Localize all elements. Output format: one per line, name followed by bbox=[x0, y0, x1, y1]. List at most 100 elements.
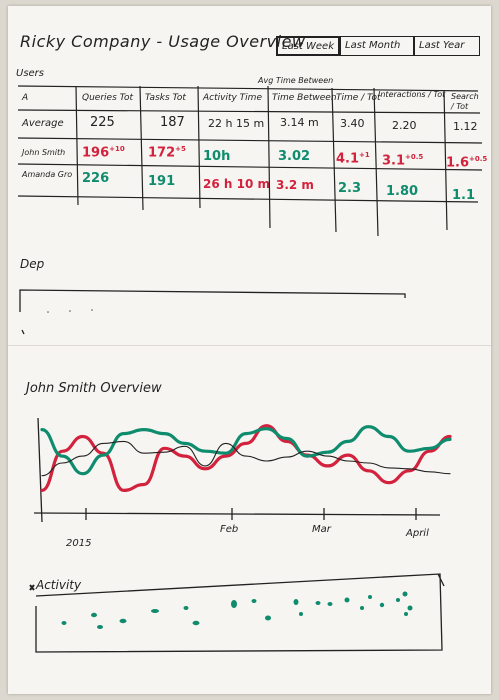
activity-dot bbox=[265, 615, 271, 621]
average-tasks: 187 bbox=[160, 115, 185, 130]
column-header-activity-time: Activity Time bbox=[203, 93, 262, 103]
tab-last-month[interactable]: Last Month bbox=[340, 36, 414, 56]
column-header-name: A bbox=[22, 93, 29, 103]
column-header-time-between: Time Between bbox=[272, 93, 337, 103]
dep-bracket bbox=[19, 289, 406, 335]
activity-dot bbox=[315, 601, 321, 605]
column-header-search: Search / Tot bbox=[451, 92, 479, 111]
john-search: 1.6+0.5 bbox=[446, 155, 488, 171]
john-queries: 196+10 bbox=[82, 145, 125, 161]
activity-label: Activity bbox=[36, 578, 82, 592]
row-name-john-smith: John Smith bbox=[22, 148, 66, 157]
column-header-tasks: Tasks Tot bbox=[145, 93, 186, 103]
activity-dot bbox=[119, 618, 127, 624]
john-time-between: 3.02 bbox=[278, 149, 311, 164]
activity-dot bbox=[183, 606, 189, 610]
series-line-green bbox=[40, 425, 452, 476]
john-time-tot: 4.1+1 bbox=[336, 151, 370, 167]
amanda-activity-time: 26 h 10 m bbox=[203, 177, 270, 191]
activity-dot bbox=[91, 612, 97, 618]
overview-title: John Smith Overview bbox=[26, 381, 162, 396]
activity-dot bbox=[402, 591, 408, 597]
table-header-line bbox=[17, 109, 481, 114]
activity-dot bbox=[360, 606, 364, 610]
activity-dot bbox=[379, 602, 385, 608]
activity-dot bbox=[344, 597, 350, 603]
users-table-grid bbox=[17, 85, 483, 237]
amanda-queries: 226 bbox=[82, 171, 110, 186]
john-tasks: 172+5 bbox=[148, 145, 186, 161]
activity-dot bbox=[97, 625, 103, 629]
column-header-time-tot: Time / Tot bbox=[336, 93, 381, 103]
activity-dot bbox=[151, 609, 159, 613]
amanda-time-tot: 2.3 bbox=[338, 181, 362, 196]
activity-dot bbox=[192, 620, 200, 626]
table-col-line bbox=[267, 85, 271, 229]
table-col-line bbox=[139, 85, 144, 211]
average-interactions: 2.20 bbox=[392, 119, 417, 132]
tab-last-year[interactable]: Last Year bbox=[414, 36, 480, 56]
activity-dot bbox=[299, 612, 303, 616]
y-axis bbox=[37, 417, 43, 523]
row-name-amanda: Amanda Gro bbox=[22, 170, 73, 179]
page-title: Ricky Company - Usage Overview bbox=[20, 32, 306, 51]
column-header-queries: Queries Tot bbox=[82, 93, 134, 103]
activity-dot bbox=[231, 600, 237, 608]
x-tick-label: 2015 bbox=[66, 538, 92, 549]
activity-dot bbox=[407, 605, 413, 611]
dep-tick bbox=[21, 329, 25, 335]
activity-dot bbox=[368, 595, 372, 599]
activity-dot bbox=[251, 599, 257, 603]
series-line-red bbox=[40, 424, 452, 493]
dep-dot bbox=[47, 311, 49, 313]
dep-bracket-line bbox=[19, 289, 406, 312]
activity-dots bbox=[61, 591, 413, 629]
table-col-line bbox=[443, 89, 448, 231]
dep-section-label: Dep bbox=[20, 257, 45, 271]
average-activity-time: 22 h 15 m bbox=[208, 117, 265, 130]
dep-dot bbox=[69, 310, 71, 312]
chart-series bbox=[40, 424, 452, 493]
activity-dot bbox=[404, 612, 408, 616]
average-queries: 225 bbox=[90, 115, 115, 130]
paper-fold bbox=[8, 345, 491, 346]
john-interactions: 3.1+0.5 bbox=[382, 153, 424, 169]
table-col-line bbox=[331, 87, 337, 233]
table-row-line bbox=[17, 163, 483, 171]
table-bottom-line bbox=[17, 195, 479, 203]
table-row-line bbox=[17, 137, 483, 144]
activity-bullet-icon bbox=[29, 584, 35, 591]
series-line-black bbox=[41, 440, 451, 477]
activity-box bbox=[35, 573, 445, 653]
activity-dot bbox=[61, 621, 67, 625]
table-col-line bbox=[75, 85, 79, 206]
amanda-interactions: 1.80 bbox=[386, 184, 419, 199]
x-axis bbox=[33, 512, 441, 516]
x-tick-label: Mar bbox=[312, 524, 331, 535]
users-section-label: Users bbox=[16, 68, 45, 79]
amanda-search: 1.1 bbox=[452, 188, 476, 203]
activity-dot bbox=[396, 598, 400, 602]
row-name-average: Average bbox=[22, 118, 64, 129]
amanda-time-between: 3.2 m bbox=[276, 178, 314, 192]
chart-axes bbox=[33, 417, 441, 523]
amanda-tasks: 191 bbox=[148, 174, 176, 189]
table-top-line bbox=[17, 85, 479, 92]
john-activity-time: 10h bbox=[203, 149, 231, 164]
column-header-interactions: Interactions / Tot bbox=[378, 90, 446, 99]
average-time-tot: 3.40 bbox=[340, 117, 365, 130]
x-tick-label: April bbox=[406, 528, 429, 539]
dep-dots bbox=[47, 309, 93, 313]
paper-sheet bbox=[8, 6, 491, 694]
activity-dot bbox=[293, 599, 299, 605]
average-time-between: 3.14 m bbox=[280, 116, 319, 129]
activity-dot bbox=[327, 602, 333, 606]
activity-box-outline bbox=[35, 573, 443, 653]
table-col-line bbox=[373, 87, 379, 237]
activity-box-corner bbox=[437, 573, 445, 587]
average-search: 1.12 bbox=[453, 120, 478, 133]
x-tick-label: Feb bbox=[220, 524, 239, 535]
dep-dot bbox=[91, 309, 93, 311]
tab-last-week[interactable]: Last Week bbox=[276, 36, 340, 56]
